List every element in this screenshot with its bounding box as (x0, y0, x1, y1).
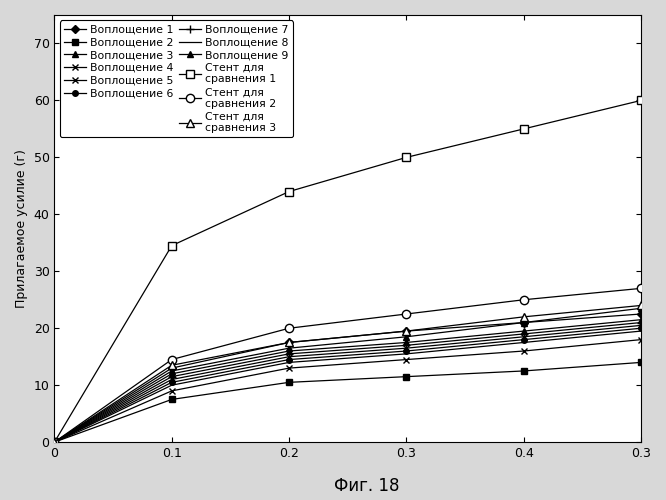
Воплощение 7 (402, 342, 410, 348)
Воплощение 2 (637, 360, 645, 366)
Воплощение 7 (519, 331, 527, 337)
Воплощение 6 (637, 325, 645, 331)
Стент для
сравнения 1 (51, 439, 59, 445)
Воплощение 8 (519, 340, 527, 345)
Стент для
сравнения 1 (637, 98, 645, 103)
Воплощение 9 (402, 334, 410, 340)
Стент для
сравнения 3 (51, 439, 59, 445)
Воплощение 3 (285, 348, 293, 354)
Воплощение 9 (168, 368, 176, 374)
Line: Воплощение 2: Воплощение 2 (52, 360, 644, 445)
Стент для
сравнения 2 (51, 439, 59, 445)
Воплощение 9 (637, 306, 645, 312)
Стент для
сравнения 3 (519, 314, 527, 320)
Воплощение 6 (402, 348, 410, 354)
Воплощение 2 (168, 396, 176, 402)
Стент для
сравнения 3 (402, 328, 410, 334)
Воплощение 6 (51, 439, 59, 445)
Стент для
сравнения 1 (168, 242, 176, 248)
Line: Воплощение 4: Воплощение 4 (51, 336, 645, 446)
Воплощение 7 (637, 320, 645, 326)
Стент для
сравнения 2 (168, 356, 176, 362)
Воплощение 5 (51, 439, 59, 445)
Воплощение 8 (285, 360, 293, 366)
Воплощение 6 (168, 380, 176, 386)
Воплощение 2 (519, 368, 527, 374)
Стент для
сравнения 1 (519, 126, 527, 132)
Воплощение 9 (519, 320, 527, 326)
Воплощение 8 (168, 382, 176, 388)
Воплощение 3 (402, 340, 410, 345)
Воплощение 7 (51, 439, 59, 445)
Воплощение 1 (51, 439, 59, 445)
Воплощение 4 (402, 356, 410, 362)
Воплощение 7 (285, 351, 293, 357)
Стент для
сравнения 3 (637, 302, 645, 308)
Line: Воплощение 3: Воплощение 3 (52, 317, 644, 445)
Воплощение 4 (285, 365, 293, 371)
Воплощение 9 (51, 439, 59, 445)
Line: Воплощение 8: Воплощение 8 (55, 331, 641, 442)
Line: Воплощение 7: Воплощение 7 (50, 318, 645, 446)
Line: Воплощение 9: Воплощение 9 (52, 306, 644, 445)
Воплощение 8 (637, 328, 645, 334)
Line: Воплощение 5: Воплощение 5 (51, 322, 645, 446)
Воплощение 6 (519, 336, 527, 342)
Text: Фиг. 18: Фиг. 18 (334, 477, 399, 495)
Воплощение 3 (51, 439, 59, 445)
Воплощение 5 (285, 354, 293, 360)
Воплощение 7 (168, 374, 176, 380)
Line: Воплощение 6: Воплощение 6 (52, 326, 644, 445)
Line: Воплощение 1: Воплощение 1 (52, 311, 644, 445)
Воплощение 5 (519, 334, 527, 340)
Воплощение 1 (168, 365, 176, 371)
Воплощение 3 (637, 316, 645, 322)
Воплощение 1 (637, 311, 645, 317)
Воплощение 3 (519, 328, 527, 334)
Воплощение 4 (519, 348, 527, 354)
Legend: Воплощение 1, Воплощение 2, Воплощение 3, Воплощение 4, Воплощение 5, Воплощение: Воплощение 1, Воплощение 2, Воплощение 3… (60, 20, 292, 138)
Воплощение 9 (285, 345, 293, 351)
Стент для
сравнения 2 (285, 325, 293, 331)
Стент для
сравнения 1 (285, 188, 293, 194)
Line: Стент для
сравнения 3: Стент для сравнения 3 (50, 302, 645, 446)
Воплощение 5 (168, 376, 176, 382)
Воплощение 2 (402, 374, 410, 380)
Line: Стент для
сравнения 2: Стент для сравнения 2 (50, 284, 645, 446)
Воплощение 8 (402, 351, 410, 357)
Воплощение 5 (402, 345, 410, 351)
Воплощение 1 (285, 340, 293, 345)
Воплощение 2 (285, 380, 293, 386)
Стент для
сравнения 3 (285, 340, 293, 345)
Воплощение 4 (168, 388, 176, 394)
Воплощение 4 (51, 439, 59, 445)
Стент для
сравнения 2 (637, 286, 645, 292)
Воплощение 5 (637, 322, 645, 328)
Стент для
сравнения 1 (402, 154, 410, 160)
Line: Стент для
сравнения 1: Стент для сравнения 1 (50, 96, 645, 446)
Стент для
сравнения 3 (168, 362, 176, 368)
Воплощение 2 (51, 439, 59, 445)
Воплощение 6 (285, 356, 293, 362)
Стент для
сравнения 2 (402, 311, 410, 317)
Воплощение 1 (519, 320, 527, 326)
Воплощение 3 (168, 371, 176, 377)
Стент для
сравнения 2 (519, 297, 527, 303)
Воплощение 8 (51, 439, 59, 445)
Воплощение 1 (402, 328, 410, 334)
Y-axis label: Прилагаемое усилие (г): Прилагаемое усилие (г) (15, 149, 28, 308)
Воплощение 4 (637, 336, 645, 342)
